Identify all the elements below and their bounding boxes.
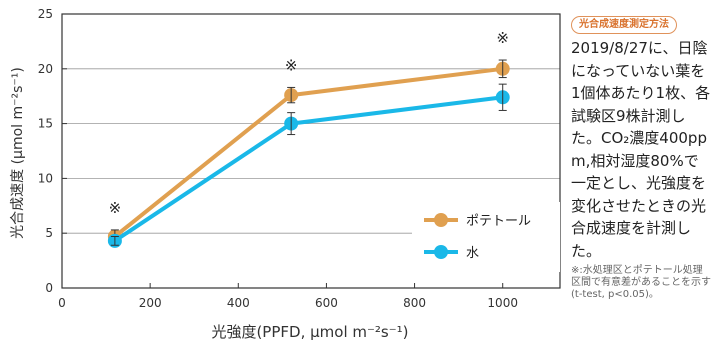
significance-mark: ※ [109, 199, 122, 217]
method-panel: 光合成速度測定方法 2019/8/27に、日陰になっていない葉を1個体あたり1枚… [571, 12, 712, 301]
significance-marks: ※ ※ ※ [109, 29, 509, 217]
y-axis-label: 光合成速度 (µmol m⁻²s⁻¹) [10, 67, 26, 239]
legend-swatch-marker [434, 213, 448, 227]
y-tick-label: 20 [38, 62, 53, 76]
y-tick-label: 25 [38, 7, 53, 21]
y-tick-label: 5 [45, 226, 53, 240]
grid-lines [62, 13, 560, 234]
series-group [107, 59, 510, 248]
x-tick-label: 1000 [487, 296, 518, 310]
x-tick-label: 200 [139, 296, 162, 310]
significance-mark: ※ [496, 29, 509, 47]
legend-swatch-marker [434, 245, 448, 259]
y-tick-labels: 0 5 10 15 20 25 [38, 7, 53, 295]
axes [61, 13, 561, 289]
legend-label: 水 [466, 246, 479, 261]
y-tick-label: 10 [38, 171, 53, 185]
x-tick-label: 0 [58, 296, 66, 310]
x-tick-label: 600 [315, 296, 338, 310]
plot-frame [61, 13, 561, 289]
y-tick-label: 0 [45, 281, 53, 295]
legend-box [412, 202, 560, 272]
method-body: 2019/8/27に、日陰になっていない葉を1個体あたり1枚、各試験区9株計測し… [571, 39, 711, 260]
series-1 [107, 83, 510, 248]
legend-label: ポテトール [466, 214, 531, 229]
x-tick-labels: 0 200 400 600 800 1000 [58, 296, 518, 310]
series-0 [107, 59, 510, 244]
x-axis-label: 光強度(PPFD, µmol m⁻²s⁻¹) [211, 323, 408, 341]
y-tick-label: 15 [38, 117, 53, 131]
significance-note: ※:水処理区とポテトール処理区間で有意差があることを示す(t-test, p<0… [571, 265, 711, 300]
x-tick-label: 400 [227, 296, 250, 310]
significance-mark: ※ [285, 56, 298, 74]
method-title: 光合成速度測定方法 [571, 16, 677, 34]
x-tick-label: 800 [403, 296, 426, 310]
